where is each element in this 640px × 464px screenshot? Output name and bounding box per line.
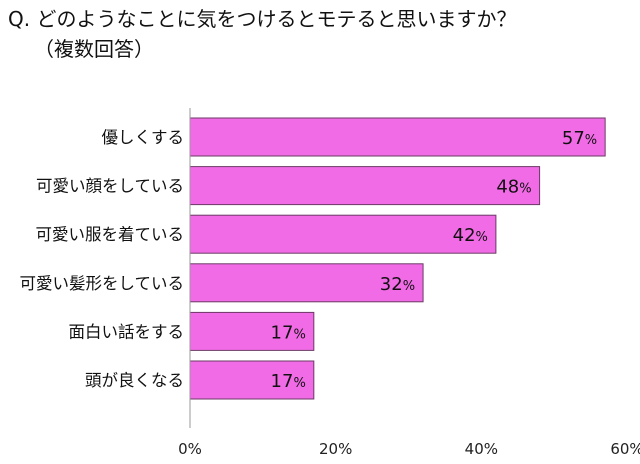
- value-label: 42%: [453, 225, 488, 246]
- value-label: 17%: [271, 322, 306, 343]
- value-label: 17%: [271, 371, 306, 392]
- x-tick-label: 0%: [178, 440, 202, 458]
- category-label: 可愛い顔をしている: [36, 177, 184, 196]
- category-labels: 優しくする可愛い顔をしている可愛い服を着ている可愛い髪形をしている面白い話をする…: [19, 128, 184, 390]
- value-label: 57%: [562, 128, 597, 149]
- bar: [189, 214, 497, 254]
- x-tick-label: 60%: [610, 440, 640, 458]
- category-label: 優しくする: [102, 128, 185, 147]
- category-label: 可愛い髪形をしている: [19, 274, 184, 293]
- chart-title-line2: （複数回答）: [34, 37, 154, 61]
- bars-group: [189, 117, 606, 400]
- category-label: 頭が良くなる: [85, 371, 184, 390]
- x-tick-label: 20%: [319, 440, 352, 458]
- chart-title: Q. どのようなことに気をつけるとモテると思いますか？ （複数回答）: [8, 4, 634, 64]
- x-tick-label: 40%: [465, 440, 498, 458]
- bar: [189, 166, 541, 206]
- bar: [189, 360, 315, 400]
- value-label: 48%: [496, 177, 531, 198]
- value-label: 32%: [380, 274, 415, 295]
- category-label: 可愛い服を着ている: [36, 225, 185, 244]
- bar: [189, 263, 424, 303]
- category-label: 面白い話をする: [69, 322, 185, 341]
- x-axis-ticks: 0% 20% 40% 60%: [178, 440, 640, 458]
- chart-title-line1: Q. どのようなことに気をつけるとモテると思いますか？: [8, 7, 517, 31]
- bar: [189, 117, 606, 157]
- value-labels: 57% 48% 42% 32% 17% 17%: [271, 128, 598, 392]
